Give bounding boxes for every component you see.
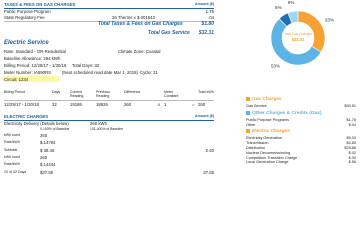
rule — [4, 120, 214, 121]
slice-label: 53% — [271, 63, 280, 68]
table-cell: 32 — [52, 102, 57, 107]
info: Cycle: 21 — [140, 70, 158, 75]
slice-label: 33% — [325, 18, 334, 23]
slice-label: 6% — [288, 0, 295, 5]
legend-amount: $1.76 — [346, 117, 356, 122]
total-amount: $32.31 — [198, 30, 214, 36]
table-header: Previous Reading — [96, 90, 110, 98]
legend-title: Gas Charges — [252, 97, 282, 102]
table-header: Difference — [124, 90, 141, 94]
legend-row: Distribution — [246, 146, 265, 150]
info: Total Days: 32 — [72, 63, 100, 68]
info: Baseline Allowance: 294 kWh — [4, 56, 61, 61]
legend-row: Transmission — [246, 141, 269, 146]
section-title: ELECTRIC CHARGES — [4, 114, 49, 119]
tier-header: 0-100% of Baseline — [40, 127, 70, 131]
rule — [4, 100, 214, 101]
info: Climate Zone: Coastal — [118, 49, 161, 54]
table-header: Total kWh — [198, 90, 214, 94]
rule — [4, 21, 214, 22]
donut-slice — [287, 10, 299, 24]
section-title: Electric Service — [4, 40, 49, 46]
row-label: State Regulatory Fee — [4, 15, 45, 20]
row-amount: 1.76 — [205, 9, 214, 14]
row-value: $37.55 — [40, 169, 54, 175]
row-label: Public Purpose Program — [4, 9, 51, 14]
legend-icon — [246, 110, 250, 115]
section-title: TAXES & FEES ON GAS CHARGES — [4, 2, 76, 7]
center-value: $32.31 — [292, 37, 305, 42]
table-header: Meter Constant — [164, 90, 179, 98]
legend-icon — [246, 97, 250, 101]
legend-row: Competition Transition Charge — [246, 155, 298, 160]
info: Circuit: 1234 — [4, 77, 29, 82]
legend-row: Local Generation Charge — [246, 160, 289, 165]
tier-header: 101-400% of Baseline — [90, 127, 124, 131]
legend-icon — [246, 129, 250, 134]
total-label: Total Taxes & Fees on Gas Charges — [98, 21, 183, 27]
table-cell: 1 — [164, 102, 167, 107]
legend-amount: $.56 — [348, 160, 356, 165]
legend-row: Electricity Generation — [246, 136, 283, 141]
table-cell: 260 — [124, 102, 132, 107]
legend-amount: $5.03 — [346, 136, 356, 141]
legend-row: Public Purpose Programs — [246, 117, 290, 122]
row-value: $ 38.46 — [40, 147, 55, 153]
legend-amount: $30.51 — [344, 104, 356, 108]
table-cell: 19186 — [70, 102, 82, 107]
column-header: Amount ($) — [195, 114, 214, 118]
table-cell: 12/29/17 - 1/30/18 — [4, 102, 39, 107]
donut-slice — [270, 18, 322, 66]
row-detail: 260 kWh — [90, 121, 107, 126]
row-value: $.14444 — [40, 162, 56, 168]
operator: x — [158, 102, 161, 107]
highlight — [3, 76, 59, 82]
rule — [4, 8, 214, 9]
row-label: 20 of 32 Days — [4, 169, 27, 174]
legend-amount: $.34 — [348, 155, 356, 160]
legend-amount: $.04 — [348, 122, 356, 127]
row-label: Subtotal — [4, 147, 18, 152]
row-value: 260 — [40, 154, 48, 160]
info: (Next scheduled read date Mar 1, 2018) — [62, 70, 138, 75]
operator: = — [192, 102, 195, 107]
row-label: Rate/kWh — [4, 140, 20, 145]
row-value: $.14794 — [40, 140, 56, 146]
donut-chart: 33% 53% 6% 6% Total Gas Charges$32.31 — [270, 0, 334, 68]
row-value: 260 — [40, 133, 48, 138]
legend-title: Electric Charges — [252, 129, 290, 135]
row-label: Rate/kWh — [4, 162, 20, 167]
table-header: Billing Period — [4, 90, 25, 94]
info: Meter Number: IA590RS — [4, 70, 52, 75]
legend-amount: $.02 — [348, 150, 356, 155]
legend-amount: $25.86 — [344, 146, 356, 150]
legend-row: Nuclear Decommissioning — [246, 150, 291, 155]
table-cell: 18926 — [96, 102, 108, 107]
row-label: kWh used — [4, 133, 20, 137]
row-amount: 2.40 — [205, 147, 214, 153]
row-label: Electricity Delivery (Details below) — [4, 121, 69, 126]
row-amount: 37.55 — [203, 169, 214, 175]
table-header: Current Reading — [70, 90, 84, 98]
total-amount: $1.80 — [201, 21, 214, 27]
legend-row: Other — [246, 122, 256, 127]
info: Rate: Standard - OR-Residential — [4, 49, 66, 54]
row-label: kWh used — [4, 154, 20, 159]
table-header: Days — [52, 90, 61, 94]
column-header: Amount ($) — [195, 2, 214, 6]
table-cell: 260 — [198, 102, 206, 107]
row-amount: .04 — [208, 15, 214, 20]
slice-label: 6% — [275, 5, 282, 10]
legend-title: Other Charges & Credits (Gas) — [252, 110, 322, 116]
center-label: Total Gas Charges — [284, 32, 312, 36]
legend-row: Gas Service — [246, 104, 267, 108]
row-detail: 26 Therms x $.001643 — [112, 15, 155, 20]
bill-page: TAXES & FEES ON GAS CHARGES Amount ($) P… — [3, 0, 356, 175]
total-label: Total Gas Service — [148, 30, 190, 36]
info: Billing Period: 12/29/17 - 1/30/18 — [4, 63, 67, 68]
legend-amount: $4.80 — [346, 141, 356, 146]
